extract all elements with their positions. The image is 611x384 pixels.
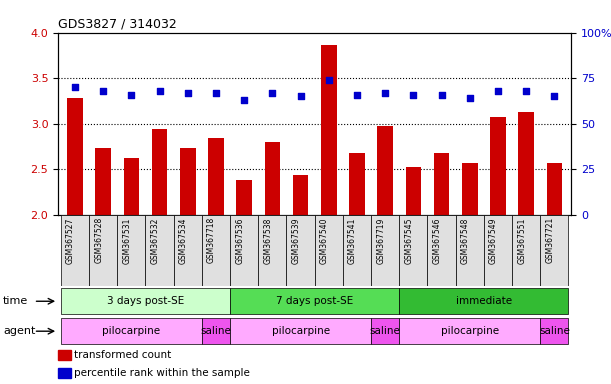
Text: 7 days post-SE: 7 days post-SE (276, 296, 353, 306)
Bar (230, 215, 258, 286)
Text: GSM367532: GSM367532 (150, 217, 159, 263)
Text: GSM367718: GSM367718 (207, 217, 216, 263)
Bar (89, 215, 117, 286)
Bar (293, 175, 309, 215)
Text: GSM367541: GSM367541 (348, 217, 357, 263)
Bar (58, 368, 71, 377)
Bar (61, 318, 202, 344)
Bar (123, 159, 139, 215)
Bar (202, 318, 230, 344)
Bar (456, 215, 484, 286)
Bar (95, 149, 111, 215)
Text: saline: saline (539, 326, 570, 336)
Bar (321, 45, 337, 215)
Bar (258, 215, 287, 286)
Bar (349, 153, 365, 215)
Bar (399, 318, 540, 344)
Bar (428, 215, 456, 286)
Point (70, 84, 80, 91)
Text: GSM367536: GSM367536 (235, 217, 244, 264)
Bar (343, 215, 371, 286)
Bar (540, 318, 568, 344)
Text: GSM367719: GSM367719 (376, 217, 385, 263)
Bar (208, 137, 224, 215)
Bar (152, 129, 167, 215)
Point (98, 88, 108, 94)
Bar (399, 288, 568, 314)
Bar (230, 318, 371, 344)
Bar (202, 215, 230, 286)
Point (521, 88, 531, 94)
Point (493, 88, 503, 94)
Bar (547, 163, 562, 215)
Text: GSM367721: GSM367721 (546, 217, 554, 263)
Text: GSM367531: GSM367531 (122, 217, 131, 263)
Text: transformed count: transformed count (75, 350, 172, 360)
Point (352, 92, 362, 98)
Point (268, 90, 277, 96)
Point (211, 90, 221, 96)
Bar (180, 147, 196, 215)
Text: GSM367538: GSM367538 (263, 217, 273, 263)
Text: agent: agent (3, 326, 35, 336)
Point (380, 90, 390, 96)
Bar (174, 215, 202, 286)
Text: GSM367527: GSM367527 (66, 217, 75, 263)
Bar (61, 215, 89, 286)
Text: GSM367549: GSM367549 (489, 217, 498, 264)
Text: pilocarpine: pilocarpine (271, 326, 329, 336)
Point (549, 93, 559, 99)
Text: 3 days post-SE: 3 days post-SE (107, 296, 184, 306)
Point (183, 90, 192, 96)
Bar (518, 112, 534, 215)
Text: GSM367534: GSM367534 (179, 217, 188, 264)
Bar (434, 153, 449, 215)
Text: GSM367548: GSM367548 (461, 217, 470, 263)
Point (155, 88, 164, 94)
Text: saline: saline (200, 326, 232, 336)
Bar (540, 215, 568, 286)
Text: GSM367546: GSM367546 (433, 217, 442, 264)
Bar (399, 215, 428, 286)
Point (465, 95, 475, 101)
Text: immediate: immediate (456, 296, 512, 306)
Bar (484, 215, 512, 286)
Point (296, 93, 306, 99)
Text: pilocarpine: pilocarpine (441, 326, 499, 336)
Bar (371, 215, 399, 286)
Point (437, 92, 447, 98)
Bar (61, 288, 230, 314)
Bar (315, 215, 343, 286)
Point (240, 97, 249, 103)
Bar (236, 180, 252, 215)
Bar (378, 126, 393, 215)
Point (324, 77, 334, 83)
Bar (462, 163, 478, 215)
Bar (287, 215, 315, 286)
Bar (230, 288, 399, 314)
Bar (512, 215, 540, 286)
Text: time: time (3, 296, 28, 306)
Bar (406, 167, 421, 215)
Bar (490, 117, 506, 215)
Text: pilocarpine: pilocarpine (102, 326, 161, 336)
Text: saline: saline (370, 326, 401, 336)
Text: GSM367540: GSM367540 (320, 217, 329, 264)
Bar (117, 215, 145, 286)
Text: GSM367539: GSM367539 (291, 217, 301, 264)
Bar (67, 98, 82, 215)
Point (409, 92, 419, 98)
Bar (371, 318, 399, 344)
Bar (145, 215, 174, 286)
Point (126, 92, 136, 98)
Text: percentile rank within the sample: percentile rank within the sample (75, 368, 251, 378)
Bar (58, 351, 71, 359)
Text: GSM367528: GSM367528 (94, 217, 103, 263)
Text: GSM367551: GSM367551 (517, 217, 526, 263)
Text: GSM367545: GSM367545 (404, 217, 414, 264)
Bar (265, 142, 280, 215)
Text: GDS3827 / 314032: GDS3827 / 314032 (58, 17, 177, 30)
